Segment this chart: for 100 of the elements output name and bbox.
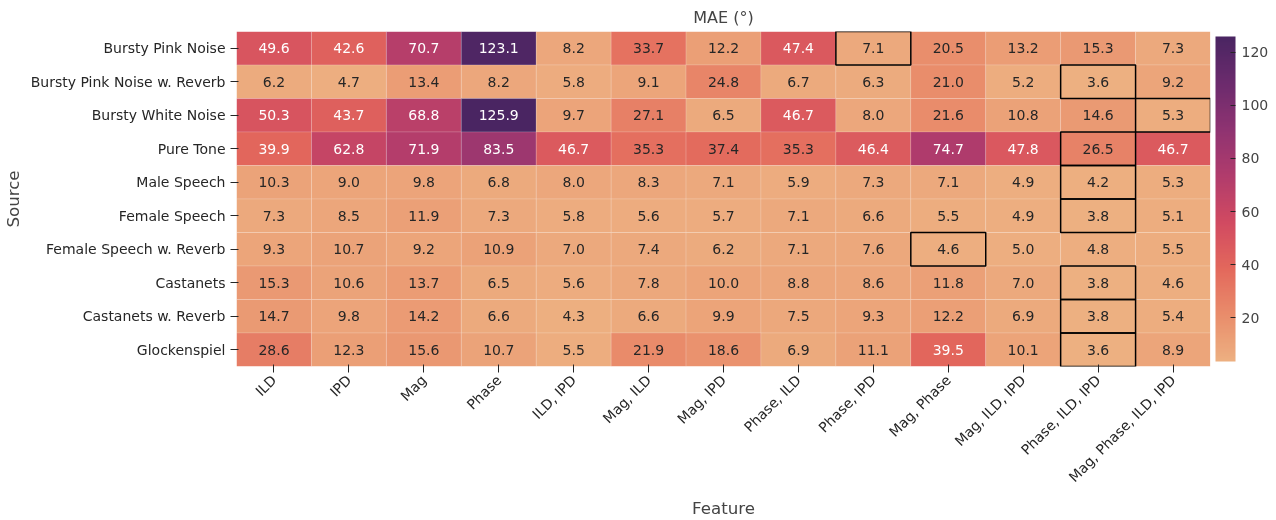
data-label: 5.6 (637, 207, 660, 224)
data-label: 10.7 (483, 341, 515, 358)
y-tick-label: Bursty Pink Noise (103, 40, 226, 57)
data-label: 6.6 (487, 308, 510, 325)
data-label: 46.4 (857, 140, 890, 157)
data-label: 39.5 (932, 341, 964, 358)
data-label: 8.2 (487, 73, 510, 90)
data-label: 9.9 (712, 308, 735, 325)
color-bar-label: 40 (1241, 256, 1260, 273)
data-label: 71.9 (408, 140, 440, 157)
data-label: 9.2 (412, 241, 435, 258)
data-label: 9.2 (1161, 73, 1185, 90)
data-label: 5.8 (562, 73, 585, 90)
data-label: 7.3 (262, 207, 286, 224)
data-label: 43.7 (333, 107, 365, 124)
data-label: 6.2 (712, 241, 735, 258)
data-label: 28.6 (258, 341, 290, 358)
data-label: 8.9 (1161, 341, 1185, 358)
data-label: 14.7 (258, 308, 290, 325)
color-bar-label: 120 (1241, 44, 1269, 61)
data-label: 14.2 (408, 308, 440, 325)
data-label: 49.6 (258, 40, 290, 57)
data-label: 6.6 (862, 207, 885, 224)
data-label: 24.8 (707, 73, 740, 90)
data-label: 8.0 (862, 107, 885, 124)
data-label: 5.4 (1161, 308, 1185, 325)
data-label: 4.9 (1012, 174, 1035, 191)
data-label: 10.9 (483, 241, 515, 258)
data-label: 6.5 (487, 274, 510, 291)
data-label: 47.8 (1007, 140, 1039, 157)
data-label: 7.1 (787, 207, 810, 224)
data-label: 7.8 (637, 274, 660, 291)
data-label: 9.7 (562, 107, 585, 124)
x-tick-label: ILD (252, 371, 280, 400)
data-label: 6.9 (787, 341, 810, 358)
data-label: 62.8 (333, 140, 365, 157)
data-label: 8.2 (562, 40, 585, 57)
color-bar-label: 20 (1241, 309, 1260, 326)
data-label: 15.3 (258, 274, 290, 291)
data-label: 8.5 (337, 207, 361, 224)
data-label: 7.1 (862, 40, 885, 57)
data-label: 7.3 (862, 174, 885, 191)
data-label: 46.7 (1157, 140, 1189, 157)
data-label: 35.3 (782, 140, 815, 157)
data-label: 21.0 (932, 73, 964, 90)
data-label: 26.5 (1082, 140, 1114, 157)
data-label: 46.7 (558, 140, 590, 157)
data-label: 20.5 (932, 40, 964, 57)
data-label: 7.1 (787, 241, 810, 258)
data-label: 47.4 (782, 40, 815, 57)
y-tick-label: Pure Tone (157, 140, 226, 157)
data-label: 37.4 (707, 140, 740, 157)
y-tick-label: Castanets (155, 274, 226, 291)
chart-title: MAE (°) (693, 7, 754, 27)
data-label: 9.8 (412, 174, 435, 191)
data-label: 13.4 (408, 73, 440, 90)
data-label: 15.6 (408, 341, 440, 358)
data-label: 5.6 (562, 274, 585, 291)
data-label: 3.6 (1086, 341, 1110, 358)
data-label: 11.1 (857, 341, 889, 358)
data-label: 9.0 (337, 174, 361, 191)
data-label: 6.9 (1012, 308, 1035, 325)
data-label: 6.6 (637, 308, 660, 325)
x-tick-label: IPD (326, 371, 355, 400)
data-label: 42.6 (333, 40, 365, 57)
data-label: 5.0 (1012, 241, 1035, 258)
data-label: 5.5 (1161, 241, 1185, 258)
color-bar-label: 100 (1241, 97, 1269, 114)
data-label: 8.6 (862, 274, 885, 291)
data-label: 11.9 (408, 207, 440, 224)
data-label: 6.2 (262, 73, 286, 90)
data-label: 6.8 (487, 174, 510, 191)
data-label: 74.7 (932, 140, 964, 157)
data-label: 6.5 (712, 107, 735, 124)
data-label: 4.8 (1086, 241, 1110, 258)
y-tick-label: Bursty Pink Noise w. Reverb (30, 73, 226, 90)
data-label: 35.3 (632, 140, 665, 157)
data-label: 3.8 (1086, 308, 1110, 325)
data-label: 9.1 (637, 73, 660, 90)
data-label: 14.6 (1082, 107, 1114, 124)
data-label: 10.0 (707, 274, 740, 291)
data-label: 5.5 (937, 207, 960, 224)
y-tick-label: Female Speech w. Reverb (46, 241, 226, 258)
data-label: 5.3 (1161, 174, 1185, 191)
x-axis-title: Feature (692, 498, 755, 518)
data-label: 11.8 (932, 274, 964, 291)
data-label: 8.8 (787, 274, 810, 291)
data-label: 12.2 (707, 40, 740, 57)
data-label: 9.8 (337, 308, 361, 325)
data-label: 21.6 (932, 107, 964, 124)
data-label: 5.1 (1161, 207, 1185, 224)
data-label: 39.9 (258, 140, 290, 157)
data-label: 7.4 (637, 241, 660, 258)
x-tick-label: ILD, IPD (529, 371, 580, 423)
y-tick-label: Female Speech (118, 207, 226, 224)
data-label: 4.2 (1086, 174, 1110, 191)
y-axis-title: Source (3, 170, 23, 228)
data-label: 21.9 (632, 341, 665, 358)
data-label: 4.6 (937, 241, 960, 258)
data-label: 70.7 (408, 40, 440, 57)
